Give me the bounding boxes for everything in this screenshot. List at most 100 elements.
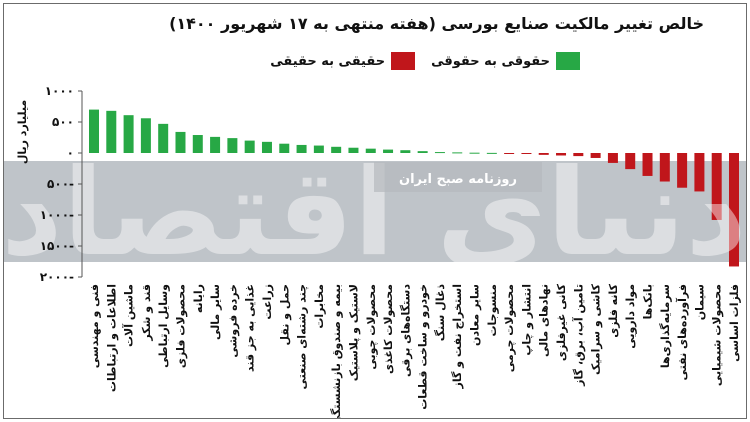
category-label: سایر معادن (469, 284, 482, 346)
category-label: قند و شکر (140, 284, 153, 342)
bar (175, 131, 186, 153)
bar (607, 153, 618, 163)
bar (279, 143, 290, 153)
category-label: دستگاه‌های برقی (399, 284, 412, 377)
bar (296, 144, 307, 153)
category-label: نهادهای مالی (538, 284, 551, 357)
bar (417, 151, 428, 153)
category-label: محصولات شیمیایی (711, 284, 724, 386)
category-label: وسایل ارتباطی (157, 284, 170, 368)
chart-frame: خالص تغییر مالکیت صنایع بورسی (هفته منته… (3, 3, 747, 419)
y-tick-label: ۰ (67, 146, 74, 160)
category-label: محصولات چرمی (503, 284, 516, 372)
bar (538, 153, 549, 155)
category-label: محصولات چوبی (365, 284, 378, 370)
bar (573, 153, 584, 157)
bar (261, 141, 272, 153)
bar (400, 150, 411, 153)
y-tick-label: ۵۰۰ (52, 115, 74, 129)
y-axis-label: میلیارد ریال (16, 100, 29, 164)
chart-title: خالص تغییر مالکیت صنایع بورسی (هفته منته… (169, 14, 704, 33)
category-labels: فنی و مهندسی اطلاعات و ارتباطات ماشین آلات… (88, 283, 741, 418)
bar (192, 135, 203, 153)
y-ticks: ۲۰۰۰- ۱۵۰۰- ۱۰۰۰- ۵۰۰- ۰ ۵۰۰ ۱۰۰۰ (40, 84, 82, 284)
category-label: منسوجات (486, 284, 499, 337)
category-label: سیمان (693, 284, 706, 320)
bar (89, 109, 99, 153)
category-label: کاشی و سرامیک (590, 283, 603, 375)
category-label: رایانه (192, 284, 205, 313)
bar (711, 153, 722, 220)
category-label: مواد دارویی (624, 284, 637, 349)
bar (140, 118, 151, 153)
category-label: اطلاعات و ارتباطات (105, 284, 118, 392)
y-tick-label: ۱۵۰۰- (40, 239, 74, 253)
bar (642, 153, 653, 176)
category-label: استخراج نفت و گاز (451, 284, 465, 389)
bar (504, 153, 515, 154)
category-label: خرده فروشی (226, 284, 239, 358)
bar (313, 145, 324, 153)
bar (590, 153, 601, 158)
bar (331, 146, 342, 153)
watermark-tag-box (374, 162, 542, 192)
category-label: کانه فلزی (607, 283, 620, 337)
category-label: بیمه و صندوق بازنشستگی (330, 284, 343, 418)
bar (210, 136, 221, 153)
category-label: محصولات کاغذی (382, 284, 395, 374)
bar (486, 152, 497, 154)
bar (521, 153, 532, 154)
legend-label-negative: حقیقی به حقیقی (270, 53, 386, 69)
legend-item-negative: حقیقی به حقیقی (270, 52, 416, 70)
category-label: فنی و مهندسی (88, 284, 101, 368)
y-tick-label: ۵۰۰- (47, 177, 74, 191)
category-label: محصولات فلزی (174, 284, 187, 368)
watermark-group: دنیای اقتصاد روزنامه صبح ایران (4, 144, 746, 283)
watermark-tag: روزنامه صبح ایران (399, 172, 517, 187)
bar-chart: دنیای اقتصاد روزنامه صبح ایران ۲۰۰۰- ۱۵۰۰… (4, 84, 746, 418)
bar (659, 153, 670, 182)
category-label: بانک‌ها (642, 284, 655, 319)
category-label: تامین آب، برق، گاز (571, 284, 585, 387)
bar (694, 153, 705, 192)
category-label: چند رشته‌ای صنعتی (296, 284, 309, 390)
category-label: حمل و نقل (278, 284, 291, 345)
bar (383, 149, 394, 153)
bar (158, 123, 169, 153)
bar (244, 140, 255, 153)
chart-legend: حقوقی به حقوقی حقیقی به حقیقی (270, 52, 580, 70)
category-label: سرمایه‌گذاری‌ها (659, 284, 672, 368)
bar (729, 153, 739, 267)
bar (452, 152, 463, 154)
category-label: ماشین آلات (122, 284, 136, 347)
bar (227, 138, 238, 153)
bar (469, 152, 480, 154)
bars-group (89, 109, 739, 267)
legend-swatch-positive (556, 52, 580, 70)
category-label: انتشار و چاپ (520, 284, 533, 356)
bar (556, 153, 567, 156)
y-tick-label: ۲۰۰۰- (40, 270, 74, 284)
bar (625, 153, 636, 170)
y-tick-label: ۱۰۰۰- (40, 208, 74, 222)
bar (677, 153, 688, 188)
category-label: زراعت (261, 284, 274, 320)
legend-label-positive: حقوقی به حقوقی (431, 53, 550, 69)
category-label: فلزات اساسی (728, 284, 741, 362)
bar (365, 148, 376, 153)
bar (106, 110, 117, 153)
y-tick-label: ۱۰۰۰ (45, 84, 74, 98)
bar (348, 147, 359, 153)
category-label: غذایی به جز قند (244, 284, 257, 372)
category-label: خودرو و ساخت قطعات (417, 284, 430, 410)
category-label: کانی غیرفلزی (555, 283, 568, 361)
category-label: فرآورده‌های نفتی (675, 284, 689, 380)
category-label: لاستیک و پلاستیک (347, 284, 360, 381)
bar (123, 115, 134, 153)
category-label: مخابرات (313, 284, 326, 329)
legend-swatch-negative (391, 52, 416, 70)
category-label: سایر مالی (209, 284, 222, 340)
category-label: ذغال سنگ (433, 284, 447, 342)
bar (434, 152, 445, 154)
legend-item-positive: حقوقی به حقوقی (431, 52, 580, 70)
